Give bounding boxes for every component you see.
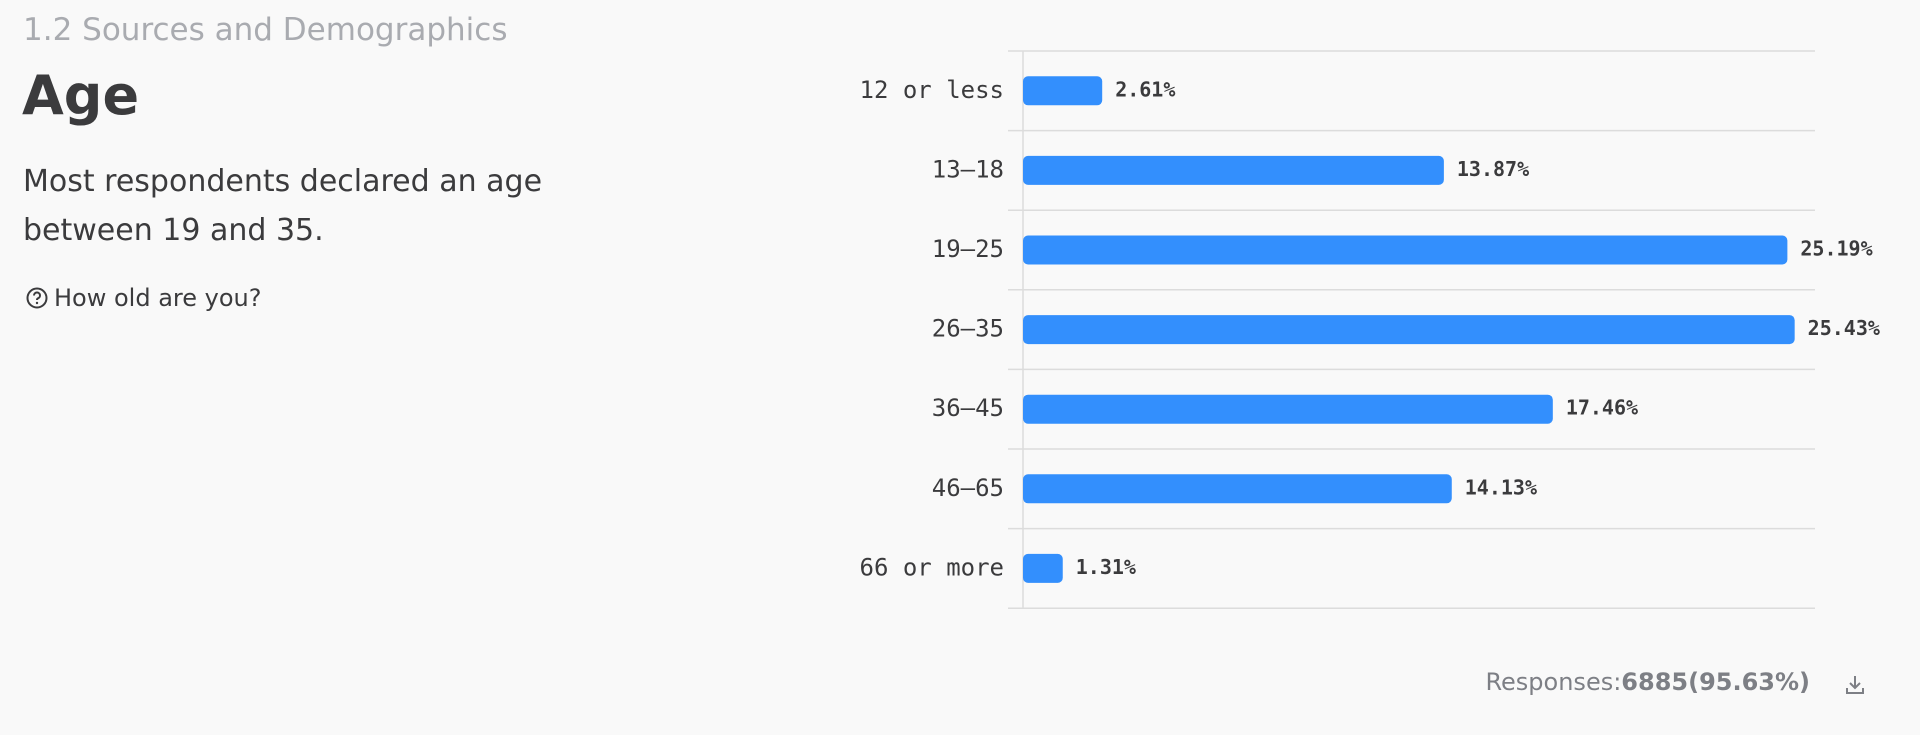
value-label: 17.46%: [1566, 396, 1638, 420]
value-label: 25.19%: [1800, 237, 1872, 261]
category-label: 46–65: [932, 474, 1004, 502]
question-text: How old are you?: [54, 284, 262, 312]
question[interactable]: How old are you?: [26, 284, 261, 312]
value-label: 14.13%: [1465, 475, 1537, 499]
category-label: 19–25: [932, 235, 1004, 263]
bar: [1023, 394, 1553, 424]
responses-label: Responses:: [1485, 668, 1622, 696]
value-label: 2.61%: [1115, 77, 1175, 101]
category-label: 13–18: [932, 155, 1004, 183]
category-label: 36–45: [932, 394, 1004, 422]
chart: 12 or less 2.61% 13–18 13.87% 19–25 25.19% 26–…: [860, 50, 1880, 609]
help-icon: [26, 287, 48, 309]
footer: Responses:6885(95.63%): [1485, 668, 1810, 696]
category-label: 12 or less: [860, 76, 1005, 104]
download-button[interactable]: [1843, 673, 1867, 697]
bar: [1023, 155, 1444, 185]
category-label: 26–35: [932, 315, 1004, 343]
bar: [1023, 235, 1788, 265]
heading: Age: [22, 64, 140, 127]
section-title: 1.2 Sources and Demographics: [23, 12, 508, 48]
description: Most respondents declared an age between…: [23, 164, 543, 248]
responses-value: 6885(95.63%): [1621, 668, 1810, 696]
category-label: 66 or more: [860, 553, 1005, 581]
bar: [1023, 76, 1103, 106]
value-label: 25.43%: [1808, 316, 1880, 340]
bar: [1023, 553, 1063, 583]
value-label: 13.87%: [1457, 157, 1529, 181]
bar: [1023, 474, 1452, 504]
bar: [1023, 315, 1795, 345]
value-label: 1.31%: [1076, 555, 1136, 579]
